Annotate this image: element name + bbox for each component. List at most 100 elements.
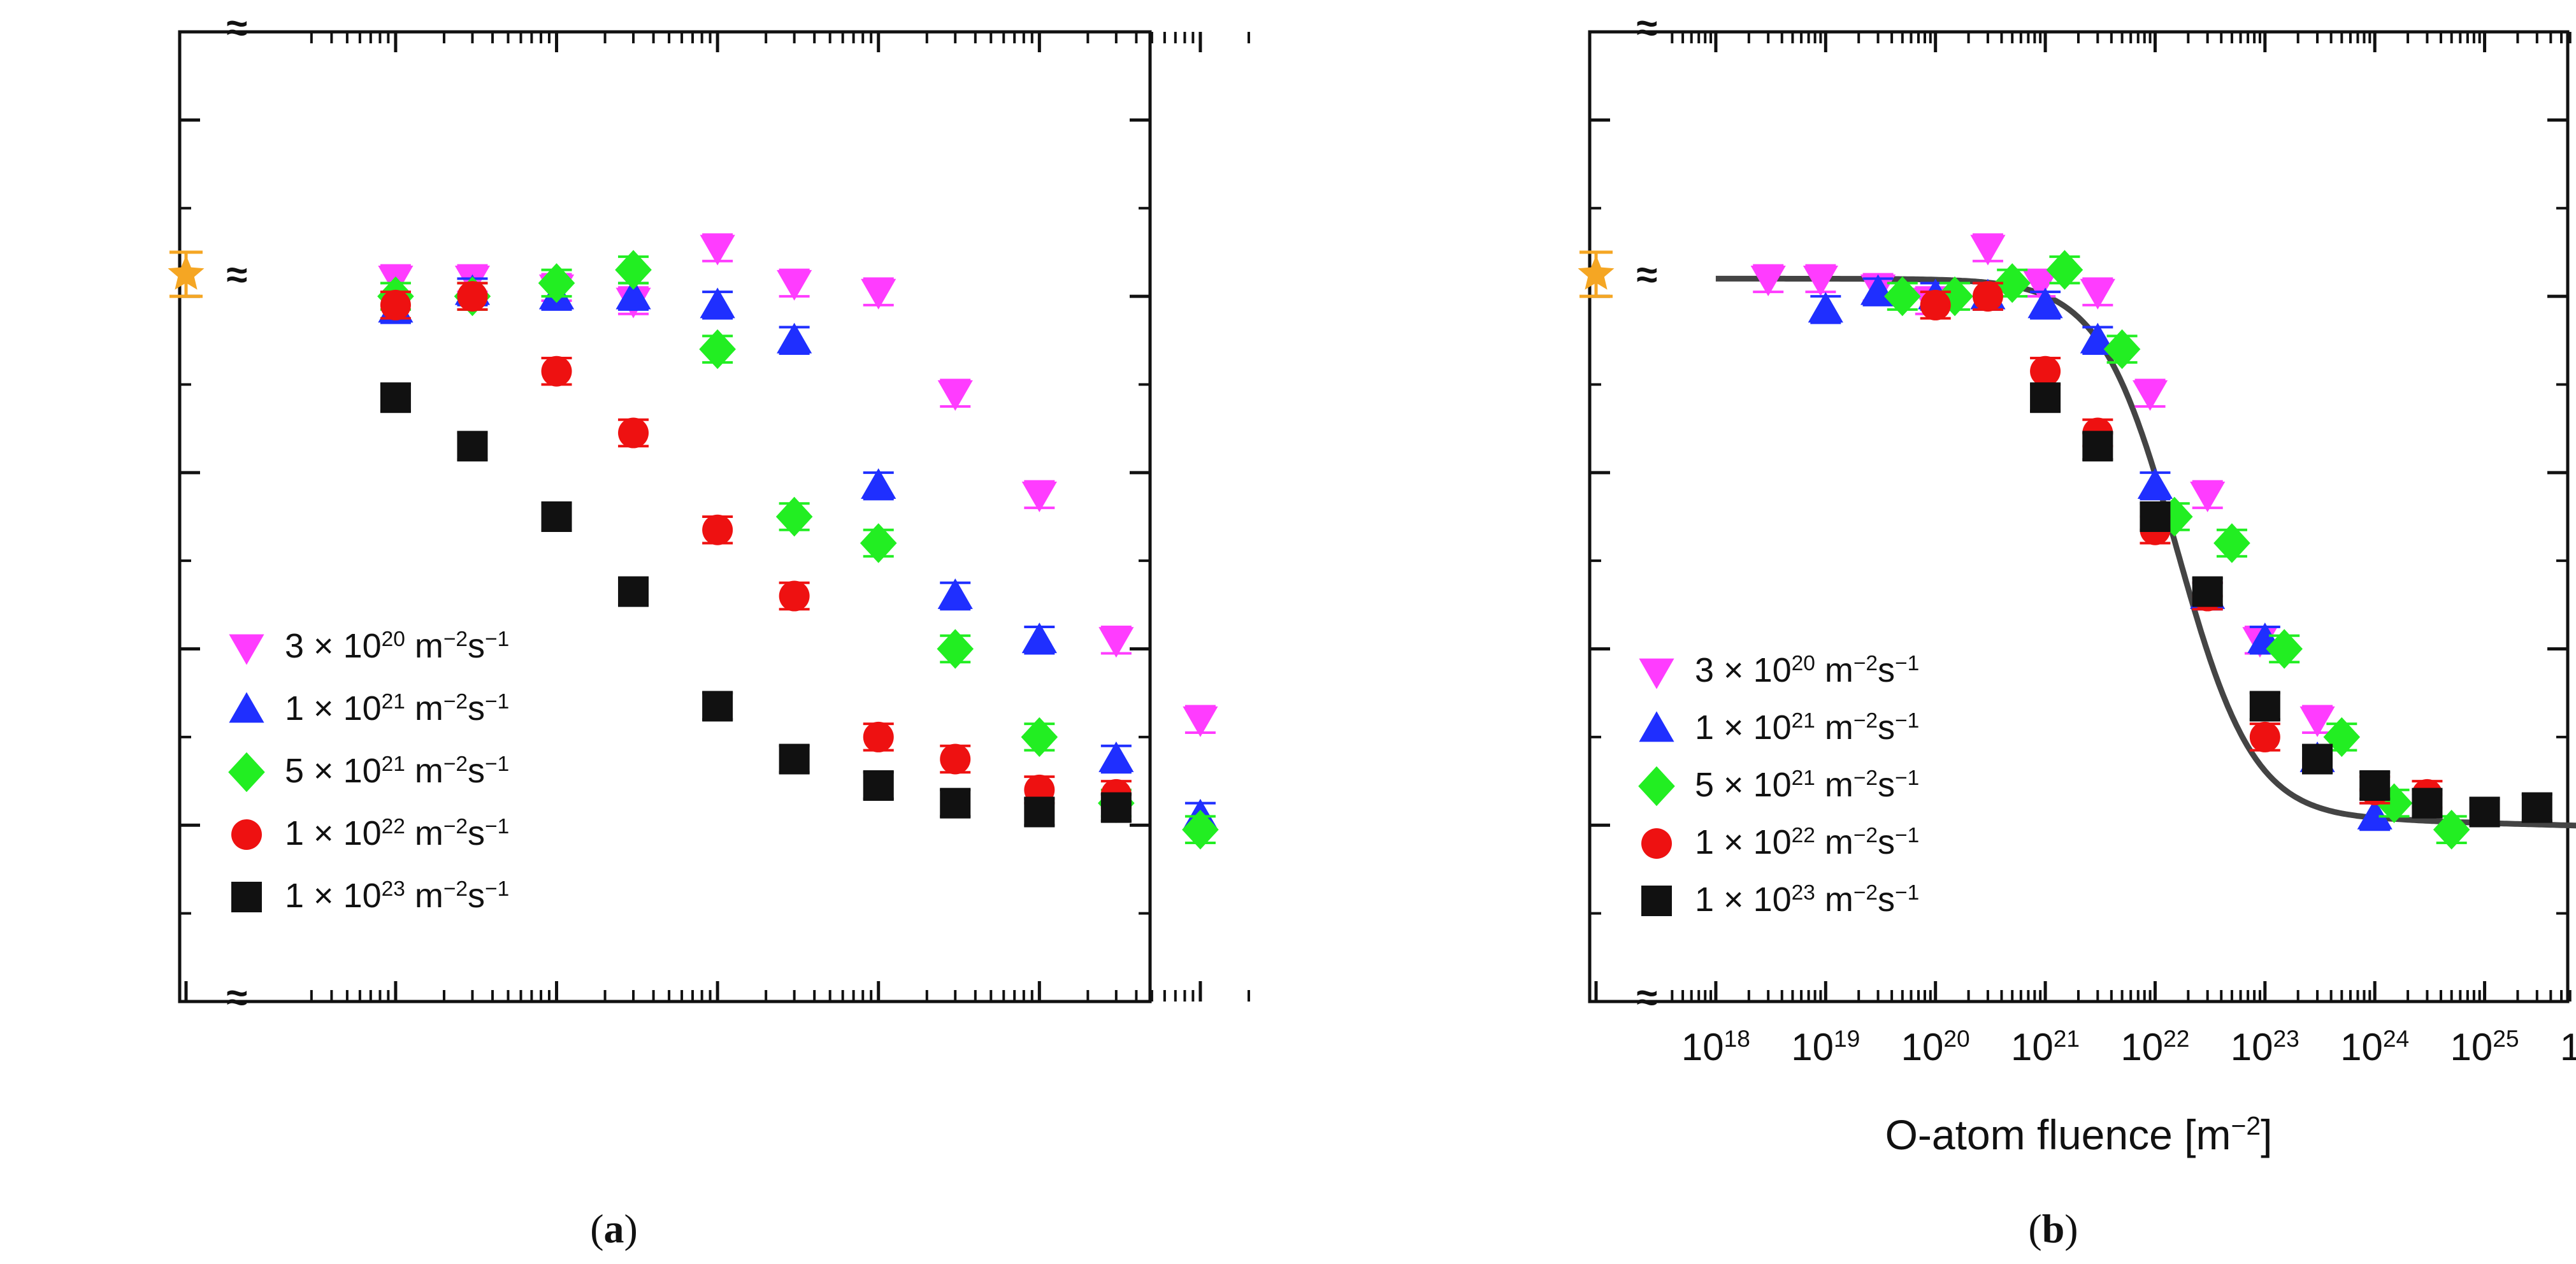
legend-entry-sup: 21 bbox=[1792, 709, 1815, 733]
legend-entry-part: 1 × 10 bbox=[1695, 880, 1792, 919]
data-point bbox=[1920, 289, 1951, 320]
x-tick-label-part: 10 bbox=[2340, 1026, 2383, 1068]
data-point bbox=[2080, 322, 2115, 354]
data-point bbox=[702, 691, 733, 722]
legend: 3 × 1020 m−2s−11 × 1021 m−2s−15 × 1021 m… bbox=[228, 627, 509, 915]
legend-marker-circle bbox=[1641, 828, 1672, 859]
data-point bbox=[618, 576, 649, 607]
legend-entry: 5 × 1021 m−2s−1 bbox=[285, 752, 509, 790]
data-point bbox=[1098, 741, 1134, 772]
legend-entry-part: 1 × 10 bbox=[1695, 823, 1792, 861]
axis-break-top: ≈ bbox=[1637, 6, 1658, 49]
legend-marker-triangle-up bbox=[1639, 711, 1674, 742]
data-point bbox=[775, 496, 813, 537]
legend-marker-triangle-down bbox=[1639, 658, 1674, 689]
legend-entry-part: 5 × 10 bbox=[1695, 766, 1792, 804]
data-point bbox=[2137, 468, 2173, 499]
legend-entry-part: 5 × 10 bbox=[285, 752, 382, 790]
x-tick-label-sup: 19 bbox=[1834, 1025, 1860, 1052]
legend-marker-circle bbox=[231, 819, 262, 850]
legend-marker-diamond bbox=[1638, 766, 1675, 807]
panel-caption-b: (b) bbox=[2028, 1206, 2078, 1251]
data-point bbox=[2213, 523, 2250, 563]
x-tick-label-sup: 23 bbox=[2273, 1025, 2299, 1052]
legend-entry-sup: 22 bbox=[1792, 824, 1815, 847]
legend-entry: 1 × 1022 m−2s−1 bbox=[1695, 823, 1919, 861]
legend-entry-part: s bbox=[1878, 880, 1895, 919]
x-tick-label-sup: 25 bbox=[2493, 1025, 2519, 1052]
legend-marker-triangle-down bbox=[229, 634, 264, 665]
legend-entry-sup: −1 bbox=[485, 815, 509, 838]
data-point bbox=[2027, 287, 2063, 319]
series-square bbox=[380, 382, 1132, 828]
data-point bbox=[1970, 234, 2006, 266]
data-point bbox=[2412, 787, 2443, 819]
legend-marker-square bbox=[231, 882, 262, 912]
legend-entry-part: 1 × 10 bbox=[285, 814, 382, 852]
data-point bbox=[1884, 276, 1921, 317]
legend-entry-sup: −1 bbox=[1895, 881, 1919, 905]
data-point bbox=[777, 322, 812, 354]
x-tick-label: 1023 bbox=[2231, 1025, 2299, 1068]
data-point bbox=[699, 329, 736, 370]
data-point bbox=[2469, 796, 2500, 828]
caption-letter: a bbox=[604, 1206, 624, 1251]
series-triangle-down bbox=[378, 233, 1218, 737]
chart-panel-b: ≈≈≈101810191020102110221023102410251026O… bbox=[1578, 6, 2576, 1158]
legend-entry-part: 1 × 10 bbox=[285, 877, 382, 915]
legend-entry-sup: −2 bbox=[1853, 881, 1878, 905]
legend-entry-sup: −2 bbox=[443, 877, 468, 901]
legend-entry-sup: −2 bbox=[443, 752, 468, 776]
legend-entry-part: s bbox=[1878, 766, 1895, 804]
data-point bbox=[2080, 278, 2115, 310]
legend-entry-sup: 21 bbox=[382, 690, 405, 714]
legend-entry-part: m bbox=[405, 814, 443, 852]
legend-entry-part: m bbox=[405, 689, 443, 728]
legend-entry-sup: −1 bbox=[485, 752, 509, 776]
legend-entry-part: s bbox=[1878, 823, 1895, 861]
legend-entry-part: m bbox=[405, 752, 443, 790]
legend-entry-sup: 22 bbox=[382, 815, 405, 838]
data-point bbox=[457, 431, 488, 462]
legend-entry-sup: −1 bbox=[1895, 824, 1919, 847]
x-tick-label: 1018 bbox=[1681, 1025, 1750, 1068]
data-point bbox=[2302, 743, 2333, 775]
x-tick-label-sup: 22 bbox=[2163, 1025, 2189, 1052]
x-tick-label: 1021 bbox=[2011, 1025, 2080, 1068]
untreated-point bbox=[1578, 250, 1615, 298]
data-point bbox=[2249, 691, 2280, 722]
legend-entry-sup: −2 bbox=[1853, 709, 1878, 733]
legend-entry-part: s bbox=[468, 627, 485, 665]
x-tick-label: 1022 bbox=[2120, 1025, 2189, 1068]
x-tick-label: 1019 bbox=[1791, 1025, 1860, 1068]
legend-entry-sup: −1 bbox=[485, 877, 509, 901]
legend-entry-sup: −1 bbox=[1895, 766, 1919, 790]
legend-entry-part: m bbox=[1815, 651, 1853, 689]
data-point bbox=[861, 278, 896, 310]
data-point bbox=[2132, 380, 2168, 411]
legend-entry-part: 3 × 10 bbox=[1695, 651, 1792, 689]
legend-entry-part: s bbox=[1878, 651, 1895, 689]
untreated-star-marker bbox=[1578, 255, 1615, 290]
x-axis-title-sup: −2 bbox=[2231, 1111, 2261, 1140]
x-tick-label: 1020 bbox=[1901, 1025, 1970, 1068]
plot-frame bbox=[178, 30, 1152, 1003]
legend-entry-part: 1 × 10 bbox=[285, 689, 382, 728]
data-point bbox=[1098, 627, 1134, 658]
caption-paren-close: ) bbox=[624, 1206, 638, 1251]
legend-entry: 5 × 1021 m−2s−1 bbox=[1695, 766, 1919, 804]
panel-caption-a: (a) bbox=[590, 1206, 638, 1251]
data-point bbox=[937, 629, 974, 669]
data-point bbox=[538, 263, 575, 303]
data-point bbox=[1100, 792, 1132, 823]
legend: 3 × 1020 m−2s−11 × 1021 m−2s−15 × 1021 m… bbox=[1638, 651, 1919, 919]
legend-entry: 1 × 1023 m−2s−1 bbox=[285, 877, 509, 915]
legend-entry-sup: −1 bbox=[485, 628, 509, 651]
x-tick-label: 1026 bbox=[2560, 1025, 2576, 1068]
x-tick-label-part: 10 bbox=[2450, 1026, 2493, 1068]
caption-paren-close: ) bbox=[2064, 1206, 2078, 1251]
x-tick-label: 1024 bbox=[2340, 1025, 2409, 1068]
legend-entry-part: m bbox=[405, 627, 443, 665]
legend-entry-sup: −2 bbox=[443, 628, 468, 651]
x-tick-label-part: 10 bbox=[1681, 1026, 1724, 1068]
